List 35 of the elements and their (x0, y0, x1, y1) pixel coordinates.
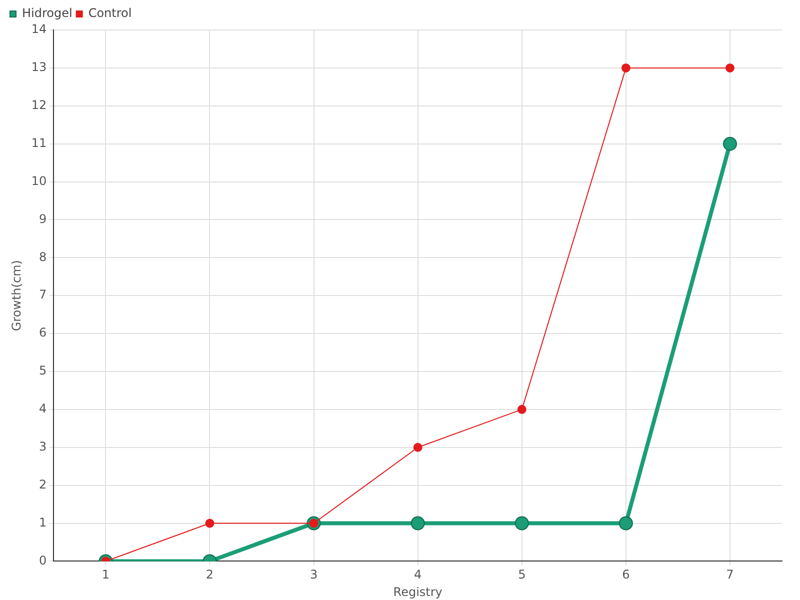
x-tick-label: 6 (622, 568, 630, 582)
legend-label: Control (88, 6, 132, 20)
y-tick-label: 9 (39, 212, 47, 226)
point (618, 516, 633, 530)
point (410, 516, 425, 530)
y-tick-label: 3 (39, 439, 47, 454)
y-tick-label: 5 (39, 364, 47, 378)
point (514, 516, 529, 530)
point (205, 518, 214, 528)
y-tick-label: 6 (39, 326, 47, 340)
y-tick-label: 12 (31, 98, 47, 112)
legend-label: Hidrogel (22, 6, 72, 20)
x-tick-label: 3 (310, 568, 318, 582)
y-axis-title: Growth(cm) (9, 260, 24, 332)
x-axis-title: Registry (393, 584, 442, 599)
y-tick-label: 11 (31, 136, 47, 150)
point (413, 442, 422, 452)
x-tick-label: 1 (102, 568, 110, 582)
y-tick-label: 4 (39, 402, 47, 416)
y-tick-label: 2 (39, 477, 47, 492)
y-tick-label: 14 (31, 22, 47, 36)
y-tick-label: 0 (39, 553, 47, 568)
y-tick-label: 8 (39, 250, 47, 264)
point (517, 404, 526, 414)
y-tick-label: 7 (39, 288, 47, 302)
y-tick-label: 13 (31, 60, 47, 74)
point (621, 63, 630, 72)
y-tick-label: 10 (31, 174, 47, 188)
point (725, 63, 734, 72)
x-tick-label: 7 (726, 568, 734, 582)
y-tick-label: 1 (39, 515, 47, 530)
x-tick-label: 5 (518, 568, 526, 582)
x-tick-label: 2 (206, 568, 214, 582)
point (722, 136, 737, 151)
x-tick-label: 4 (414, 568, 422, 582)
